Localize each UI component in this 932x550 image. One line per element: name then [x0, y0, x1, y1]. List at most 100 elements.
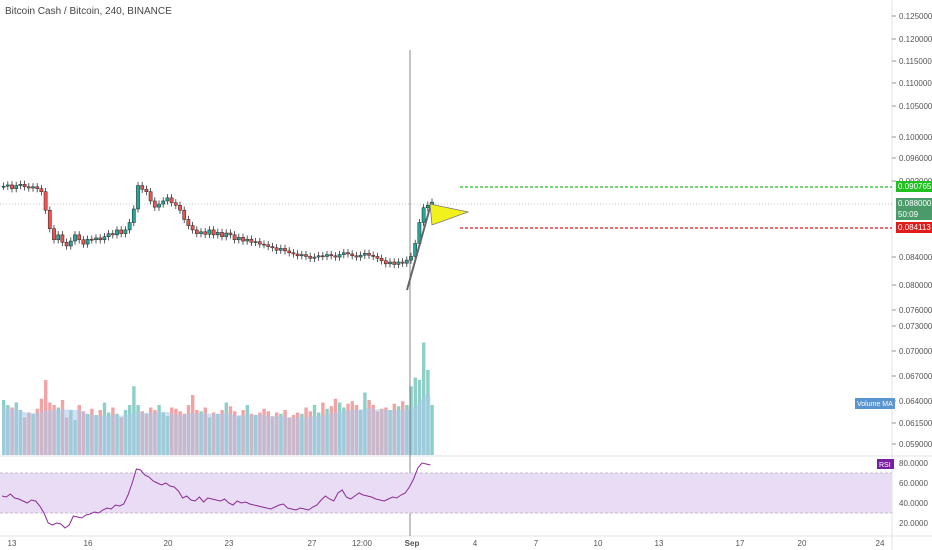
time-tick-label: Sep	[405, 539, 420, 548]
rsi-tick-label: 40.0000	[899, 499, 928, 508]
overlays	[0, 50, 892, 536]
candle-body	[60, 234, 65, 243]
candle-body	[409, 256, 413, 261]
price-tick-label: 0.110000	[899, 79, 932, 88]
candle-body	[325, 254, 329, 257]
candle-body	[367, 253, 371, 256]
candle-body	[362, 253, 367, 256]
candle-body	[215, 232, 220, 236]
candle-body	[115, 229, 119, 236]
candle-body	[1, 185, 6, 188]
candle-body	[375, 256, 380, 259]
candle-body	[392, 261, 397, 265]
volume-bars	[2, 342, 434, 455]
candle-body	[425, 205, 430, 208]
candle-body	[337, 254, 342, 258]
candle-body	[148, 191, 153, 202]
candle-body	[266, 244, 271, 247]
price-label-text: 0.088000	[898, 199, 932, 208]
candle-body	[283, 248, 287, 252]
candle-body	[106, 233, 111, 237]
candle-body	[89, 238, 94, 241]
candle-body	[249, 238, 254, 243]
candle-body	[186, 219, 191, 226]
candle-body	[161, 200, 166, 205]
candle-body	[157, 203, 161, 208]
rsi-label: RSI	[879, 462, 891, 469]
rsi-line	[1, 462, 431, 529]
candle-body	[182, 209, 187, 220]
flag-pole-line	[406, 203, 432, 291]
candle-body	[14, 185, 19, 189]
price-tick-label: 0.070000	[899, 347, 932, 356]
time-tick-label: 13	[655, 539, 664, 548]
candle-body	[26, 186, 31, 189]
candle-body	[320, 255, 325, 258]
candle-body	[47, 209, 52, 229]
candle-body	[333, 255, 338, 258]
price-tick-label: 0.059000	[899, 440, 932, 449]
candle-body	[85, 238, 90, 245]
price-label-box	[896, 181, 932, 192]
candle-body	[308, 256, 313, 259]
candle-body	[245, 238, 250, 242]
price-label-text: 0.090765	[898, 182, 932, 191]
candle-body	[22, 184, 27, 188]
candle-body	[56, 234, 61, 241]
candle-body	[5, 184, 10, 187]
candle-body	[270, 246, 275, 249]
rsi-band	[0, 473, 892, 513]
candle-body	[421, 207, 426, 223]
price-label-box	[896, 198, 932, 209]
candle-body	[257, 241, 262, 245]
candle-body	[18, 184, 23, 186]
price-label-text: 0.084113	[898, 223, 931, 232]
rsi-pane	[0, 462, 892, 529]
price-tick-label: 0.084000	[899, 253, 932, 262]
price-tick-label: 0.115000	[899, 57, 932, 66]
candle-body	[383, 260, 388, 265]
axes: 0.125000 0.120000 0.115000 0.110000 0.105000…	[8, 12, 932, 548]
candle-body	[10, 184, 14, 189]
time-tick-label: 20	[798, 539, 807, 548]
price-tick-label: 0.076000	[899, 306, 932, 315]
volume-ma-area	[2, 394, 431, 455]
price-label-box	[896, 209, 932, 220]
price-tick-label: 0.064000	[899, 397, 932, 406]
candle-body	[295, 253, 300, 257]
candle-body	[64, 242, 69, 247]
price-tick-label: 0.073000	[899, 322, 932, 331]
candle-body	[396, 261, 401, 265]
candle-body	[52, 228, 56, 241]
candle-body	[224, 232, 229, 237]
candle-body	[81, 239, 86, 245]
candle-body	[169, 197, 174, 204]
candle-body	[304, 254, 308, 257]
candle-body	[131, 208, 136, 223]
candle-body	[274, 247, 279, 251]
candle-body	[73, 234, 77, 242]
candle-body	[190, 225, 195, 231]
chart-title: Bitcoin Cash / Bitcoin, 240, BINANCE	[5, 6, 172, 17]
candle-body	[178, 205, 182, 211]
candle-body	[94, 237, 98, 241]
candle-body	[35, 186, 40, 189]
candle-body	[413, 243, 418, 257]
price-tick-label: 0.105000	[899, 102, 932, 111]
volume-bar	[430, 405, 434, 455]
price-tick-label: 0.080000	[899, 281, 932, 290]
candle-body	[203, 231, 208, 235]
candle-body	[165, 197, 170, 202]
candle-body	[31, 186, 35, 189]
time-tick-label: 10	[594, 539, 603, 548]
candle-body	[220, 232, 224, 237]
candle-body	[136, 185, 140, 210]
candle-body	[341, 252, 346, 255]
candle-body	[140, 185, 145, 190]
candle-body	[253, 241, 258, 243]
time-tick-label: 16	[84, 539, 93, 548]
price-tick-label: 0.096000	[899, 154, 932, 163]
price-tick-label: 0.100000	[899, 133, 932, 142]
